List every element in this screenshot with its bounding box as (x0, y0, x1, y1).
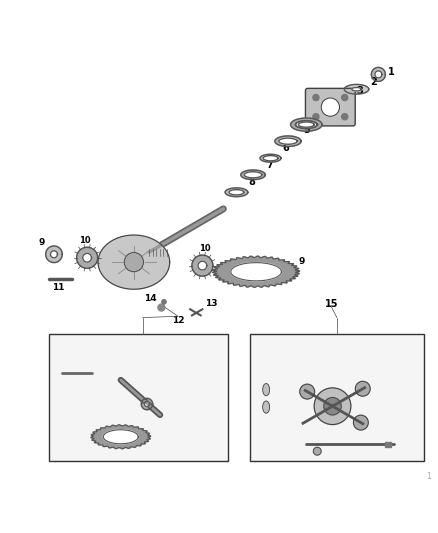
Polygon shape (91, 425, 151, 449)
Circle shape (314, 388, 351, 425)
Polygon shape (145, 401, 150, 407)
Circle shape (355, 381, 370, 396)
Circle shape (353, 415, 368, 430)
Text: 11: 11 (53, 283, 65, 292)
Polygon shape (83, 253, 92, 262)
Polygon shape (231, 263, 282, 281)
Text: 10: 10 (79, 236, 91, 245)
Polygon shape (279, 138, 297, 144)
Polygon shape (344, 84, 369, 94)
Polygon shape (352, 87, 361, 91)
Circle shape (342, 94, 348, 101)
Text: 13: 13 (205, 299, 218, 308)
Polygon shape (198, 261, 207, 270)
Circle shape (313, 94, 319, 101)
Polygon shape (295, 120, 318, 128)
Text: 15: 15 (325, 298, 338, 309)
Polygon shape (298, 122, 314, 127)
Polygon shape (290, 118, 322, 131)
Polygon shape (275, 136, 301, 147)
Text: 14: 14 (144, 294, 156, 303)
Ellipse shape (263, 401, 270, 413)
Polygon shape (260, 154, 281, 162)
Polygon shape (46, 246, 62, 263)
Bar (385, 441, 391, 447)
Text: 1: 1 (388, 67, 395, 77)
Polygon shape (50, 251, 57, 258)
Circle shape (342, 114, 348, 120)
Text: 4: 4 (324, 107, 331, 117)
Circle shape (162, 300, 166, 304)
Text: 9: 9 (39, 238, 45, 247)
Text: 1: 1 (426, 472, 431, 481)
Circle shape (158, 304, 165, 311)
Text: 10: 10 (199, 244, 210, 253)
Text: 7: 7 (266, 160, 273, 170)
Circle shape (313, 447, 321, 455)
Polygon shape (375, 71, 382, 78)
Circle shape (313, 114, 319, 120)
Polygon shape (296, 120, 317, 128)
FancyBboxPatch shape (305, 88, 355, 126)
Text: 2: 2 (371, 77, 377, 87)
Polygon shape (371, 67, 385, 82)
Polygon shape (192, 255, 213, 276)
Text: 5: 5 (303, 125, 310, 135)
Circle shape (324, 398, 341, 415)
Polygon shape (229, 190, 244, 195)
Text: 9: 9 (298, 257, 304, 266)
Ellipse shape (263, 384, 270, 395)
Polygon shape (241, 170, 265, 180)
Circle shape (300, 384, 314, 399)
Bar (250, 334, 424, 461)
Polygon shape (77, 247, 98, 268)
Circle shape (321, 98, 339, 116)
Circle shape (124, 253, 144, 272)
Polygon shape (98, 235, 170, 289)
Polygon shape (244, 172, 262, 178)
Text: 12: 12 (172, 316, 184, 325)
Text: 6: 6 (283, 143, 290, 153)
Polygon shape (141, 398, 152, 410)
Text: 8: 8 (249, 177, 255, 187)
Polygon shape (263, 156, 278, 161)
Bar (49, 334, 228, 461)
Polygon shape (103, 430, 138, 444)
Polygon shape (225, 188, 248, 197)
Polygon shape (213, 256, 300, 287)
Text: 3: 3 (357, 86, 363, 96)
